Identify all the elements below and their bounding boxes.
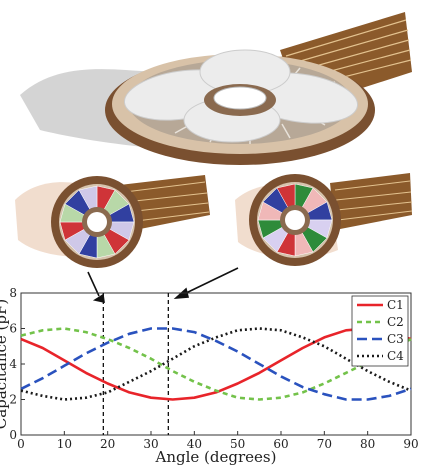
y-axis-title: Capacitance (pF) — [0, 299, 10, 430]
x-tick-label: 0 — [17, 437, 25, 451]
series-line-c1 — [20, 327, 412, 401]
legend-label-c1: C1 — [387, 298, 404, 312]
y-tick-label: 2 — [9, 393, 17, 407]
x-tick-label: 40 — [187, 437, 202, 451]
arrow-head-left — [92, 293, 105, 304]
y-axis-ticks: 0 2 4 6 8 — [9, 286, 25, 442]
y-tick-label: 6 — [9, 322, 17, 336]
x-axis-title: Angle (degrees) — [155, 448, 277, 466]
series-layer — [20, 327, 412, 401]
x-tick-label: 20 — [100, 437, 115, 451]
x-tick-label: 80 — [360, 437, 375, 451]
series-line-c4 — [20, 327, 412, 401]
marker-lines — [102, 293, 169, 435]
x-tick-label: 30 — [143, 437, 158, 451]
x-tick-label: 90 — [403, 437, 418, 451]
sensor-assembly-top — [20, 12, 412, 165]
x-tick-label: 10 — [57, 437, 72, 451]
x-tick-label: 60 — [273, 437, 288, 451]
chart-legend: C1 C2 C3 C4 — [351, 295, 409, 367]
series-line-c3 — [20, 327, 412, 401]
flex-cable-right — [330, 173, 412, 230]
y-tick-label: 0 — [9, 428, 17, 442]
sensor-right — [235, 173, 413, 266]
legend-label-c3: C3 — [387, 332, 404, 346]
legend-label-c4: C4 — [387, 349, 404, 363]
x-tick-label: 50 — [230, 437, 245, 451]
series-line-c2 — [20, 327, 412, 401]
y-tick-label: 8 — [9, 286, 17, 300]
sensor-left — [15, 175, 210, 268]
y-tick-label: 4 — [9, 357, 17, 371]
x-tick-label: 70 — [317, 437, 332, 451]
legend-box — [351, 295, 409, 367]
x-axis-ticks: 0 10 20 30 40 50 60 70 80 90 — [17, 431, 419, 451]
legend-label-c2: C2 — [387, 315, 404, 329]
